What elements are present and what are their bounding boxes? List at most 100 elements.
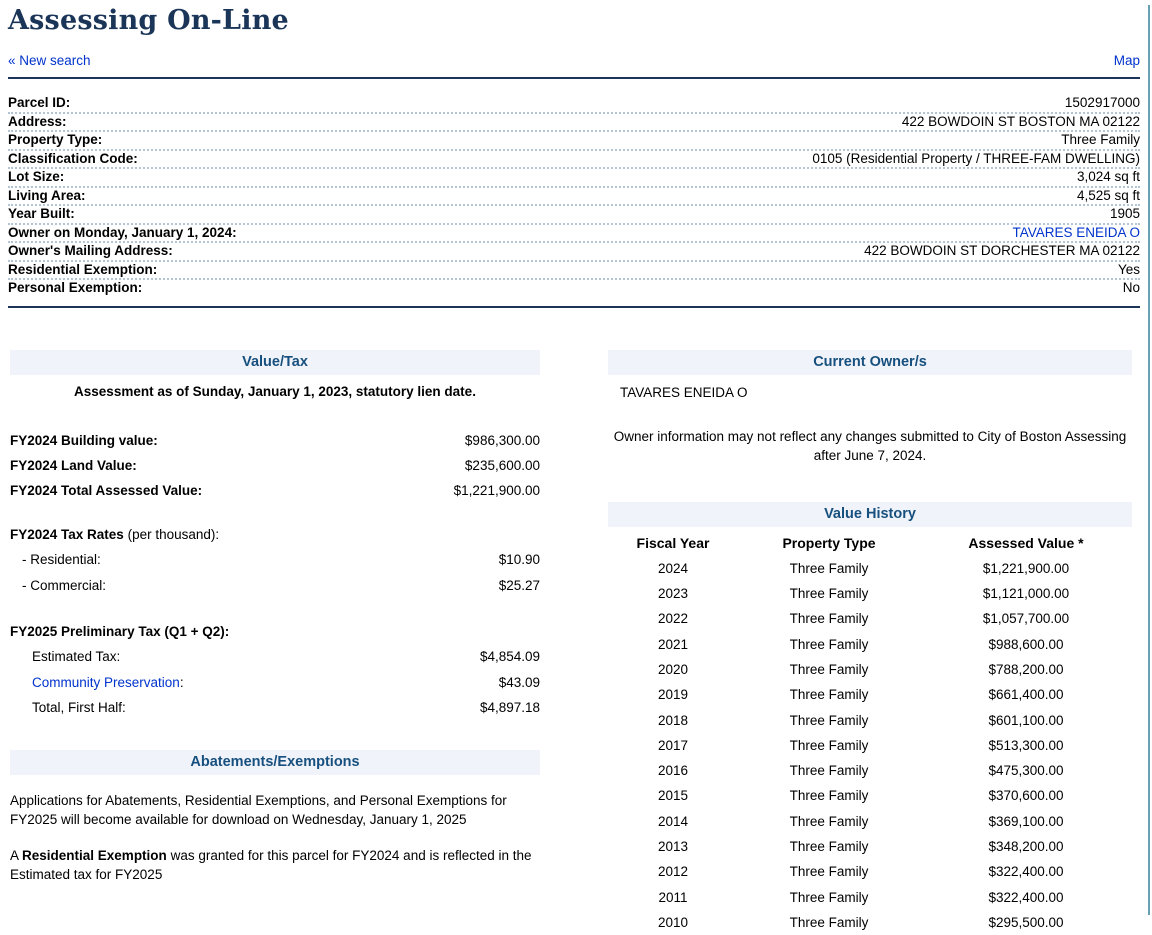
commercial-rate-amount: $25.27 (499, 573, 540, 598)
parcel-row-living-area: Living Area: 4,525 sq ft (8, 188, 1140, 207)
land-value-label: FY2024 Land Value: (10, 453, 137, 478)
parcel-row-parcel-id: Parcel ID: 1502917000 (8, 95, 1140, 114)
assessed-value-cell: $513,300.00 (920, 733, 1132, 758)
year-built-label: Year Built: (8, 206, 75, 221)
residential-exemption-value: Yes (1118, 262, 1140, 277)
mailing-address-value: 422 BOWDOIN ST DORCHESTER MA 02122 (864, 243, 1140, 258)
assessed-value-cell: $1,221,900.00 (920, 556, 1132, 581)
value-history-row: 2024 Three Family $1,221,900.00 (608, 556, 1132, 581)
total-first-half-amount: $4,897.18 (480, 695, 540, 720)
value-history-row: 2015 Three Family $370,600.00 (608, 783, 1132, 808)
abatements-para2-prefix: A (10, 848, 22, 863)
assessed-value-cell: $1,057,700.00 (920, 606, 1132, 631)
owner-info-note: Owner information may not reflect any ch… (608, 427, 1132, 466)
right-edge-border (1148, 5, 1150, 915)
personal-exemption-value: No (1123, 280, 1140, 295)
value-history-header-row: Fiscal Year Property Type Assessed Value… (608, 531, 1132, 556)
property-type-cell: Three Family (738, 910, 920, 935)
property-type-cell: Three Family (738, 632, 920, 657)
nav-row: « New search Map (8, 53, 1140, 68)
parcel-row-property-type: Property Type: Three Family (8, 132, 1140, 151)
value-history-row: 2021 Three Family $988,600.00 (608, 632, 1132, 657)
property-type-cell: Three Family (738, 581, 920, 606)
value-tax-header: Value/Tax (10, 350, 540, 375)
parcel-row-address: Address: 422 BOWDOIN ST BOSTON MA 02122 (8, 114, 1140, 133)
value-tax-column: Value/Tax Assessment as of Sunday, Janua… (10, 350, 540, 935)
tax-rates-suffix: (per thousand): (124, 527, 219, 542)
fiscal-year-cell: 2011 (608, 885, 738, 910)
value-history-table: Fiscal Year Property Type Assessed Value… (608, 531, 1132, 935)
assessed-value-cell: $348,200.00 (920, 834, 1132, 859)
map-link[interactable]: Map (1114, 53, 1140, 68)
parcel-row-classification-code: Classification Code: 0105 (Residential P… (8, 151, 1140, 170)
section-divider (8, 306, 1140, 308)
property-type-label: Property Type: (8, 132, 102, 147)
value-history-row: 2020 Three Family $788,200.00 (608, 657, 1132, 682)
tax-rates-group: FY2024 Tax Rates (per thousand): - Resid… (10, 522, 540, 598)
abatements-paragraph-2: A Residential Exemption was granted for … (10, 846, 540, 885)
total-first-half-label: Total, First Half: (10, 695, 126, 720)
parcel-row-year-built: Year Built: 1905 (8, 206, 1140, 225)
total-assessed-row: FY2024 Total Assessed Value: $1,221,900.… (10, 478, 540, 503)
property-type-cell: Three Family (738, 783, 920, 808)
commercial-rate-label: - Commercial: (10, 573, 106, 598)
preliminary-tax-header-row: FY2025 Preliminary Tax (Q1 + Q2): (10, 619, 540, 644)
community-preservation-amount: $43.09 (499, 670, 540, 695)
property-type-cell: Three Family (738, 758, 920, 783)
content-columns: Value/Tax Assessment as of Sunday, Janua… (10, 350, 1132, 935)
fiscal-year-cell: 2012 (608, 859, 738, 884)
property-type-cell: Three Family (738, 885, 920, 910)
property-type-cell: Three Family (738, 682, 920, 707)
fiscal-year-cell: 2020 (608, 657, 738, 682)
parcel-id-label: Parcel ID: (8, 95, 70, 110)
building-value-amount: $986,300.00 (465, 428, 540, 453)
fiscal-year-cell: 2022 (608, 606, 738, 631)
value-history-row: 2013 Three Family $348,200.00 (608, 834, 1132, 859)
community-preservation-link[interactable]: Community Preservation (32, 675, 180, 690)
property-type-cell: Three Family (738, 606, 920, 631)
fiscal-year-cell: 2015 (608, 783, 738, 808)
lot-size-value: 3,024 sq ft (1077, 169, 1140, 184)
estimated-tax-row: Estimated Tax: $4,854.09 (10, 644, 540, 669)
value-history-row: 2016 Three Family $475,300.00 (608, 758, 1132, 783)
tax-rates-label: FY2024 Tax Rates (10, 527, 124, 542)
value-history-row: 2018 Three Family $601,100.00 (608, 708, 1132, 733)
abatements-paragraph-1: Applications for Abatements, Residential… (10, 791, 540, 830)
owner-link[interactable]: TAVARES ENEIDA O (1012, 225, 1140, 240)
assessment-note: Assessment as of Sunday, January 1, 2023… (24, 382, 526, 402)
residential-rate-label: - Residential: (10, 547, 101, 572)
value-history-row: 2014 Three Family $369,100.00 (608, 809, 1132, 834)
property-type-cell: Three Family (738, 657, 920, 682)
total-first-half-row: Total, First Half: $4,897.18 (10, 695, 540, 720)
top-divider (8, 77, 1140, 79)
value-history-row: 2022 Three Family $1,057,700.00 (608, 606, 1132, 631)
fiscal-year-cell: 2023 (608, 581, 738, 606)
assessed-values-group: FY2024 Building value: $986,300.00 FY202… (10, 428, 540, 504)
assessed-value-cell: $322,400.00 (920, 885, 1132, 910)
lot-size-label: Lot Size: (8, 169, 64, 184)
property-type-value: Three Family (1061, 132, 1140, 147)
classification-code-value: 0105 (Residential Property / THREE-FAM D… (812, 151, 1140, 166)
living-area-label: Living Area: (8, 188, 86, 203)
value-history-header: Value History (608, 502, 1132, 527)
total-assessed-amount: $1,221,900.00 (454, 478, 540, 503)
classification-code-label: Classification Code: (8, 151, 138, 166)
fiscal-year-cell: 2014 (608, 809, 738, 834)
abatements-header: Abatements/Exemptions (10, 750, 540, 775)
current-owner-name: TAVARES ENEIDA O (620, 384, 1132, 402)
value-history-row: 2023 Three Family $1,121,000.00 (608, 581, 1132, 606)
property-type-cell: Three Family (738, 556, 920, 581)
property-type-cell: Three Family (738, 859, 920, 884)
page-title: Assessing On-Line (8, 5, 1152, 36)
assessed-value-cell: $661,400.00 (920, 682, 1132, 707)
assessed-value-column-header: Assessed Value * (920, 531, 1132, 556)
property-type-cell: Three Family (738, 708, 920, 733)
community-preservation-colon: : (180, 675, 184, 690)
assessed-value-cell: $322,400.00 (920, 859, 1132, 884)
parcel-id-value: 1502917000 (1065, 95, 1140, 110)
fiscal-year-cell: 2016 (608, 758, 738, 783)
new-search-link[interactable]: « New search (8, 53, 91, 68)
owner-history-column: Current Owner/s TAVARES ENEIDA O Owner i… (608, 350, 1132, 935)
property-type-column-header: Property Type (738, 531, 920, 556)
assessed-value-cell: $788,200.00 (920, 657, 1132, 682)
